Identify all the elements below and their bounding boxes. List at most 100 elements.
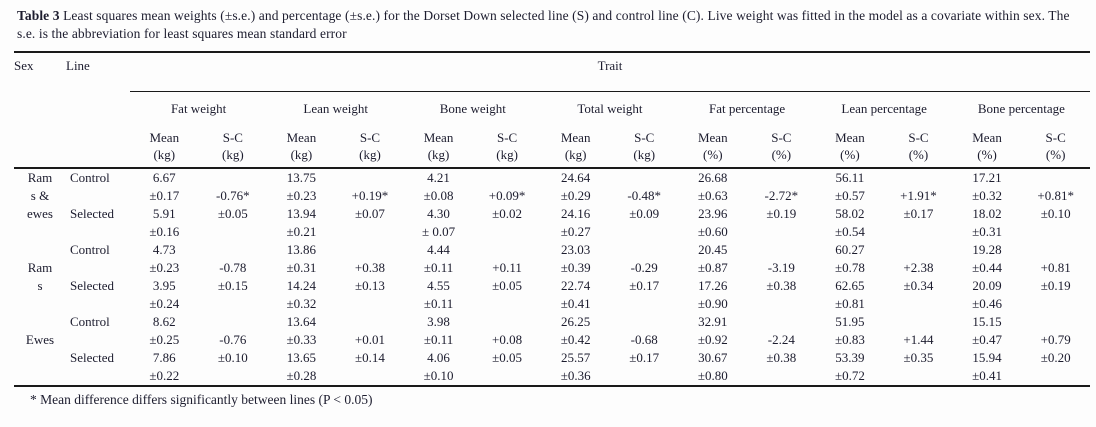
value-cell: ±0.17 (149, 188, 180, 204)
stat-header-mean: Mean (972, 129, 1002, 145)
stat-header-sc: S-C (359, 129, 381, 145)
stat-header-mean: Mean (423, 129, 454, 145)
value-cell: +1.91* (900, 188, 937, 204)
value-cell: 4.44 (427, 242, 450, 258)
value-cell: ±0.92 (697, 332, 728, 348)
line-cell (66, 187, 130, 205)
unit-header: (kg) (404, 146, 473, 170)
value-cell (473, 295, 542, 313)
unit-header: (%) (678, 146, 748, 170)
value-cell: ±0.17 (629, 350, 660, 366)
sex-cell (14, 295, 66, 313)
results-table: Sex Line Trait Fat weight Lean weight Bo… (14, 51, 1090, 388)
value-cell: ±0.29 (560, 188, 591, 204)
value-cell: ±0.10 (404, 367, 473, 388)
value-cell (884, 223, 953, 241)
value-cell: ±0.10 (1040, 206, 1071, 222)
value-cell: ±0.19 (1040, 278, 1071, 294)
value-cell: ±0.08 (423, 188, 454, 204)
value-cell: ±0.36 (541, 367, 610, 388)
unit-header: (kg) (267, 146, 336, 170)
table-row: s & ±0.17 -0.76* ±0.23 +0.19* ±0.08 +0.09* ±0.2… (14, 187, 1090, 205)
value-cell: ±0.81 (834, 296, 865, 312)
value-cell: +0.81 (1040, 260, 1071, 276)
value-cell: ±0.13 (355, 278, 385, 294)
unit-header: (%) (815, 146, 885, 170)
value-cell: 17.26 (698, 278, 728, 294)
table-row: s Selected 3.95 ±0.15 14.24 ±0.13 4.55 ±0.05 22.… (14, 277, 1090, 295)
sex-cell: Ram (27, 170, 53, 186)
value-cell: -0.29 (630, 260, 658, 276)
value-cell: ±0.05 (492, 278, 523, 294)
value-cell: +0.01 (354, 332, 386, 348)
value-cell: ±0.90 (697, 296, 728, 312)
value-cell (335, 367, 405, 388)
value-cell (472, 367, 542, 388)
value-cell (610, 223, 679, 241)
value-cell: ±0.38 (766, 278, 797, 294)
value-cell: 24.16 (561, 206, 591, 222)
sex-cell (14, 367, 66, 388)
value-cell: ±0.78 (834, 260, 865, 276)
value-cell: ±0.41 (952, 367, 1022, 388)
value-cell: ±0.60 (697, 224, 728, 240)
spacer-cell (66, 124, 130, 146)
value-cell: 13.75 (286, 170, 317, 186)
value-cell: ±0.05 (217, 206, 248, 222)
stat-header-mean: Mean (286, 129, 317, 145)
value-cell (610, 241, 679, 259)
value-cell: 62.65 (835, 278, 865, 294)
line-cell (66, 259, 130, 277)
value-cell: ±0.27 (560, 224, 591, 240)
value-cell: ±0.17 (629, 278, 660, 294)
value-cell: ±0.22 (130, 367, 199, 388)
value-cell: ±0.44 (972, 260, 1002, 276)
table-caption-label: Table 3 (17, 8, 60, 23)
value-cell (473, 223, 542, 241)
value-cell: 4.55 (427, 278, 450, 294)
value-cell: 23.03 (561, 242, 591, 258)
value-cell (336, 241, 405, 259)
value-cell: +2.38 (903, 260, 934, 276)
value-cell (1021, 295, 1090, 313)
header-row-units: (kg) (kg) (kg) (kg) (kg) (kg) (kg) (kg) … (14, 146, 1090, 170)
group-header-lean-weight: Lean weight (303, 101, 368, 117)
value-cell (747, 313, 816, 331)
value-cell (336, 295, 405, 313)
value-cell (609, 367, 679, 388)
value-cell: ±0.05 (492, 350, 523, 366)
unit-header: (kg) (198, 146, 268, 170)
value-cell (199, 223, 268, 241)
value-cell: +0.09* (488, 188, 526, 204)
value-cell: ±0.80 (678, 367, 748, 388)
value-cell: -2.72* (764, 188, 799, 204)
table-row: Ram Control 6.67 13.75 4.21 24.64 26.68 56.11 17… (14, 168, 1090, 187)
value-cell (1021, 367, 1090, 388)
value-cell: ±0.46 (972, 296, 1002, 312)
table-row: ±0.22 ±0.28 ±0.10 ±0.36 ±0.80 ±0.72 ±0.41 (14, 367, 1090, 388)
value-cell: ±0.31 (972, 224, 1002, 240)
group-header-bone-weight: Bone weight (439, 101, 506, 117)
line-cell: Control (70, 242, 110, 258)
value-cell: ±0.39 (560, 260, 591, 276)
value-cell: ± 0.07 (421, 224, 456, 240)
table-row: Selected 7.86 ±0.10 13.65 ±0.14 4.06 ±0.05 25.5… (14, 349, 1090, 367)
value-cell: ±0.28 (267, 367, 336, 388)
group-header-lean-percentage: Lean percentage (841, 101, 927, 117)
value-cell: ±0.10 (217, 350, 248, 366)
value-cell: ±0.63 (697, 188, 728, 204)
value-cell: +0.08 (492, 332, 523, 348)
value-cell (473, 241, 542, 259)
value-cell: 26.68 (698, 170, 728, 186)
unit-header: (%) (952, 146, 1022, 170)
value-cell (747, 367, 816, 388)
value-cell: +0.38 (354, 260, 386, 276)
value-cell (1021, 313, 1090, 331)
value-cell: ±0.07 (355, 206, 385, 222)
line-cell: Control (70, 314, 110, 330)
spacer-cell (14, 124, 66, 146)
value-cell: -3.19 (767, 260, 795, 276)
value-cell: 4.73 (152, 242, 176, 258)
value-cell: 24.64 (561, 170, 591, 186)
value-cell: 20.09 (972, 278, 1002, 294)
